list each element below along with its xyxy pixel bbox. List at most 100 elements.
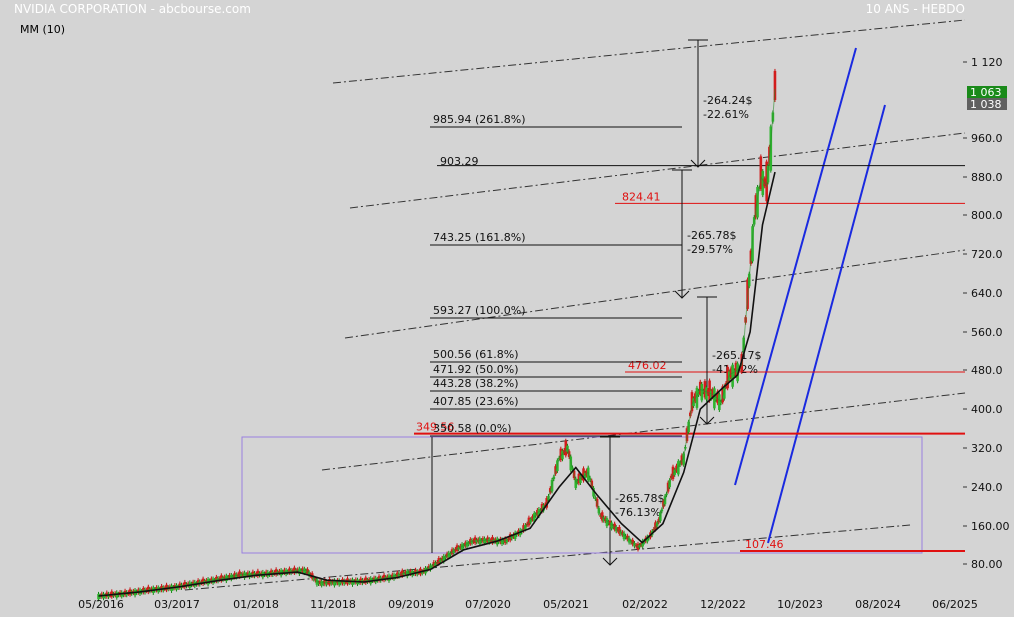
fib-level-label: 407.85 (23.6%) — [433, 395, 519, 408]
candle-body — [414, 569, 417, 575]
price-axis: 1 120 960.0 880.0 800.0 720.0 640.0 560.0 480.0… — [963, 56, 1010, 571]
candle-body — [442, 555, 446, 562]
candle-body — [711, 389, 715, 398]
candle-body — [288, 568, 291, 573]
price-tick-label: 880.0 — [971, 171, 1003, 184]
candle-body — [500, 539, 504, 544]
candle-body — [508, 534, 512, 541]
candle-body — [769, 126, 773, 171]
fib-level-label: 500.56 (61.8%) — [433, 348, 519, 361]
candle-body — [478, 538, 482, 545]
fibonacci-levels: 985.94 (261.8%) 903.29 743.25 (161.8%) 593.… — [430, 113, 682, 437]
red-level-label: 107.46 — [745, 538, 784, 551]
candle-body — [756, 186, 759, 218]
chart-title: NVIDIA CORPORATION - abcbourse.com — [14, 2, 251, 16]
channel-line — [321, 392, 966, 471]
time-tick-label: 11/2018 — [310, 598, 356, 611]
candle-body — [128, 589, 132, 595]
price-tick-label: 720.0 — [971, 248, 1003, 261]
candle-body — [759, 156, 763, 190]
candle-body — [561, 450, 564, 460]
candle-body — [142, 588, 145, 593]
measure-amount: -265.78$ — [687, 229, 736, 242]
measure-percent: -76.13% — [615, 506, 661, 519]
candle-body — [215, 576, 218, 582]
time-tick-label: 08/2024 — [855, 598, 901, 611]
price-tick-label: 160.00 — [971, 520, 1010, 533]
candle-body — [605, 518, 609, 527]
candle-body — [677, 461, 680, 475]
last-price-tag — [967, 86, 1007, 98]
price-tick-label: 800.0 — [971, 209, 1003, 222]
candle-body — [680, 455, 684, 464]
chart-period: 10 ANS - HEBDO — [866, 2, 965, 16]
candle-body — [269, 570, 273, 575]
candle-body — [576, 480, 579, 483]
candle-body — [618, 526, 621, 534]
measure-amount: -265.17$ — [712, 349, 761, 362]
price-tick-label: 640.0 — [971, 287, 1003, 300]
candle-body — [201, 578, 205, 585]
moving-average-line — [98, 171, 776, 597]
last-price-tag — [967, 98, 1007, 110]
candle-body — [716, 391, 719, 404]
candle-body — [230, 574, 233, 580]
candle-body — [734, 362, 738, 377]
measure-percent: -29.57% — [687, 243, 733, 256]
candle-body — [671, 466, 675, 480]
measure-percent: -22.61% — [703, 108, 749, 121]
candle-body — [243, 572, 246, 578]
price-tick-label: 240.0 — [971, 481, 1003, 494]
candle-body — [682, 453, 685, 465]
candle-body — [502, 541, 505, 543]
measure-arrowhead — [699, 416, 715, 425]
candle-body — [437, 558, 441, 564]
candle-body — [304, 570, 308, 572]
fib-level-label: 593.27 (100.0%) — [433, 304, 526, 317]
trend-channel-lines — [184, 19, 966, 591]
candle-body — [600, 512, 604, 521]
candle-body — [647, 536, 651, 539]
candle-body — [323, 579, 327, 585]
candle-body — [702, 390, 705, 393]
candle-body — [765, 161, 768, 202]
candle-body — [225, 575, 228, 582]
candle-body — [709, 390, 713, 399]
measure-arrowhead — [674, 290, 690, 299]
candle-body — [690, 392, 694, 412]
candle-body — [339, 581, 343, 584]
candle-body — [233, 573, 236, 578]
candle-body — [449, 553, 452, 555]
candle-body — [731, 364, 734, 387]
time-tick-label: 05/2016 — [78, 598, 124, 611]
candle-body — [249, 574, 253, 576]
candle-body — [97, 593, 100, 600]
candle-body — [719, 401, 723, 404]
candle-body — [540, 504, 544, 512]
measure-arrowhead — [602, 557, 618, 566]
last-price-value: 1 063 — [970, 86, 1002, 99]
candle-body — [713, 388, 716, 409]
candle-body — [484, 540, 488, 542]
candle-body — [611, 526, 615, 528]
candle-body — [248, 572, 251, 578]
candle-body — [695, 387, 699, 408]
candle-body — [455, 545, 459, 552]
candle-body — [321, 582, 325, 585]
fib-level-label: 743.25 (161.8%) — [433, 231, 526, 244]
fib-level-label: 985.94 (261.8%) — [433, 113, 526, 126]
time-tick-label: 03/2017 — [154, 598, 200, 611]
price-series — [97, 68, 777, 602]
channel-line — [349, 132, 966, 209]
candle-body — [183, 581, 187, 588]
candle-body — [251, 571, 255, 576]
candle-body — [147, 586, 150, 593]
candle-body — [460, 544, 464, 550]
fib-level-label: 350.58 (0.0%) — [433, 422, 512, 435]
range-rectangle — [241, 436, 923, 554]
price-tick-label: 1 120 — [971, 56, 1003, 69]
candle-body — [293, 567, 296, 573]
candle-body — [577, 473, 581, 484]
candle-body — [773, 70, 777, 100]
